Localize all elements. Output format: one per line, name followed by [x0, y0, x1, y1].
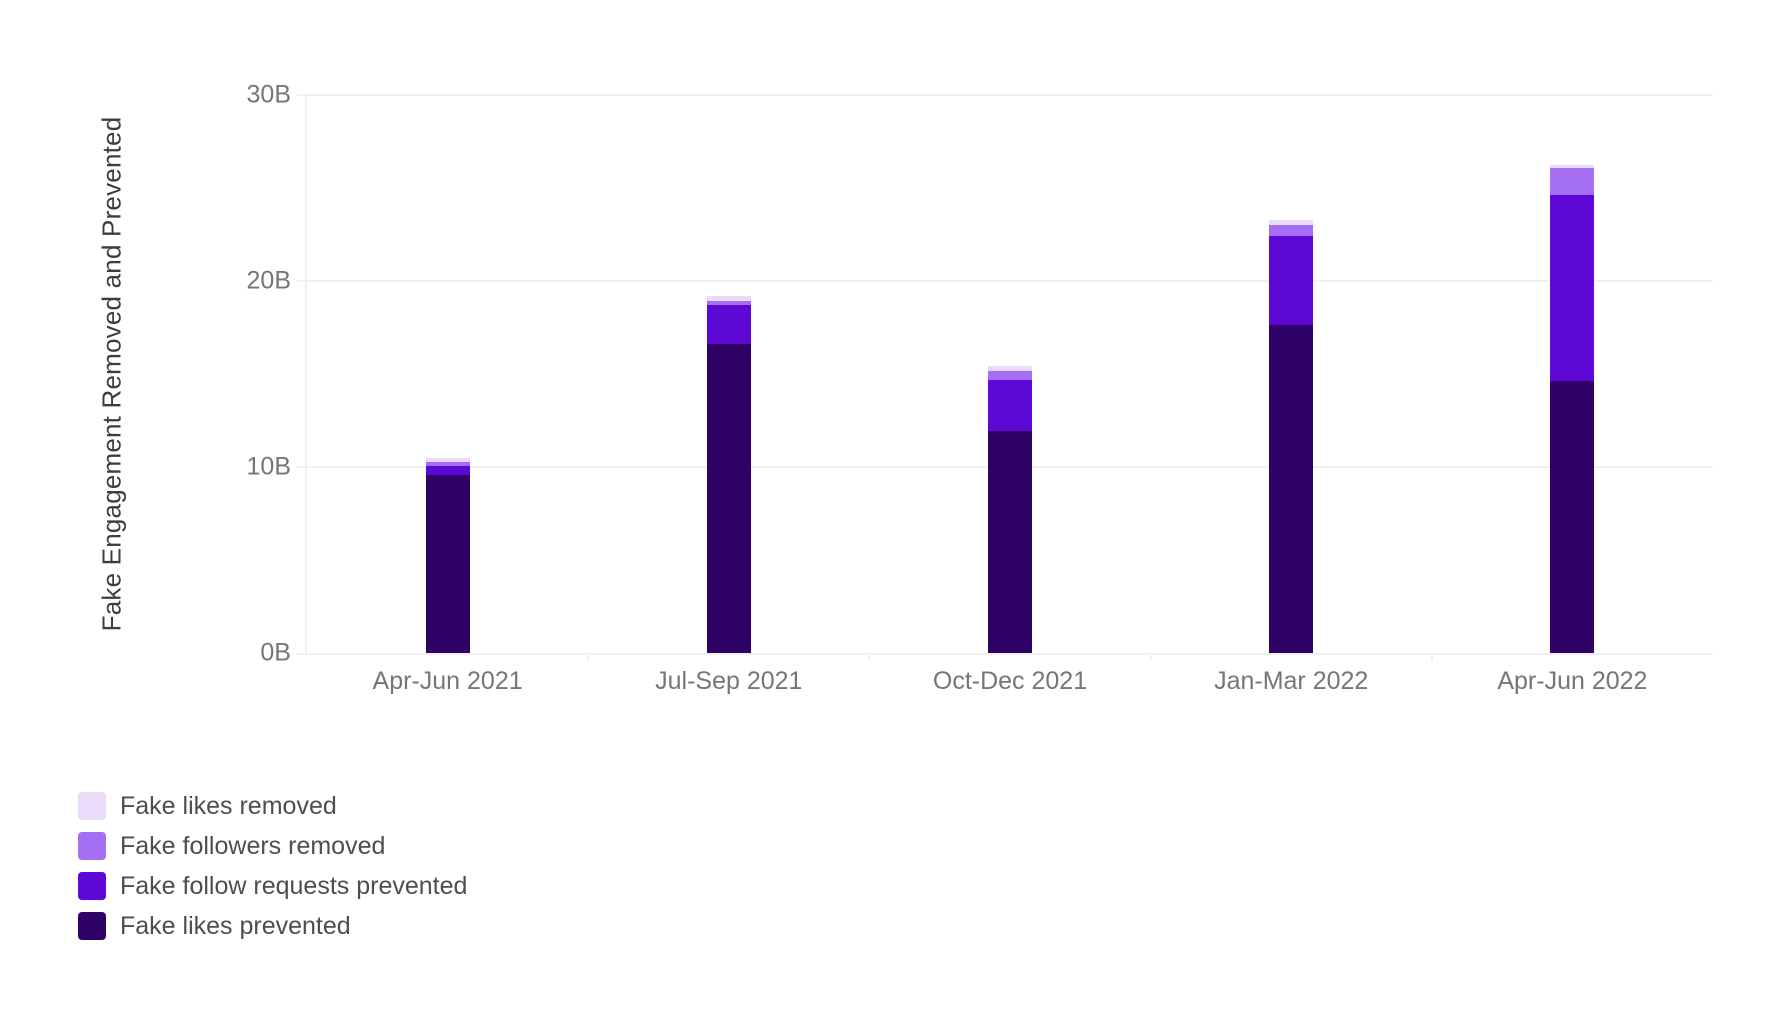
plot-area: 0B 10B 20B 30B Apr-Jun 2021 Jul-Sep 2021 Oct-D… [247, 81, 1713, 695]
bar-segment[interactable] [1550, 195, 1595, 382]
legend-item[interactable]: Fake likes removed [78, 792, 467, 820]
legend-swatch-icon [78, 792, 106, 820]
legend-item[interactable]: Fake follow requests prevented [78, 872, 467, 900]
bar-segment[interactable] [988, 379, 1032, 431]
gridline-20B [297, 280, 1713, 282]
bar-segment[interactable] [706, 301, 751, 306]
legend-item-label: Fake follow requests prevented [120, 871, 468, 900]
bar-segment[interactable] [706, 344, 751, 653]
x-axis-label: Jan-Mar 2022 [1214, 667, 1369, 695]
bar-segment[interactable] [706, 295, 751, 302]
bar-segment[interactable] [1269, 324, 1314, 653]
legend-swatch-icon [78, 872, 106, 900]
bar-segment[interactable] [425, 462, 470, 467]
y-tick-label-10B: 10B [246, 452, 291, 481]
y-axis-title: Fake Engagement Removed and Prevented [96, 116, 127, 632]
bar-segment[interactable] [1269, 219, 1314, 226]
bar-segment[interactable] [1550, 381, 1595, 653]
bar-segment[interactable] [425, 457, 470, 463]
legend-item-label: Fake followers removed [120, 831, 386, 860]
y-tick-label-20B: 20B [246, 266, 291, 295]
x-axis-tick [1149, 653, 1152, 661]
legend-item-label: Fake likes prevented [120, 911, 351, 940]
x-axis-label: Apr-Jun 2021 [372, 667, 523, 695]
legend-item-label: Fake likes removed [120, 791, 337, 820]
y-tick-label-30B: 30B [246, 80, 291, 109]
bar-segment[interactable] [1269, 225, 1314, 237]
x-axis-tick [868, 653, 871, 661]
legend-item[interactable]: Fake likes prevented [78, 912, 467, 940]
legend-swatch-icon [78, 832, 106, 860]
legend: Fake likes removed Fake followers removed… [78, 792, 467, 952]
bar-segment[interactable] [706, 305, 751, 345]
bar-segment[interactable] [1269, 236, 1314, 325]
legend-swatch-icon [78, 912, 106, 940]
x-axis-label: Oct-Dec 2021 [932, 667, 1088, 695]
bar-segment[interactable] [988, 430, 1032, 653]
bar-segment[interactable] [1550, 164, 1595, 168]
y-tick-label-0B: 0B [260, 638, 291, 667]
bar-segment[interactable] [425, 466, 470, 476]
bar-segment[interactable] [425, 475, 470, 653]
x-axis-line [297, 653, 307, 655]
x-axis-tick [587, 653, 590, 661]
bar-segment[interactable] [988, 365, 1032, 372]
x-axis-tick [1430, 653, 1433, 661]
bar-segment[interactable] [988, 371, 1032, 380]
x-axis-label: Apr-Jun 2022 [1497, 667, 1648, 695]
x-axis-label: Jul-Sep 2021 [655, 667, 803, 695]
gridline-30B [297, 94, 1713, 96]
bar-segment[interactable] [1550, 167, 1595, 196]
legend-item[interactable]: Fake followers removed [78, 832, 467, 860]
